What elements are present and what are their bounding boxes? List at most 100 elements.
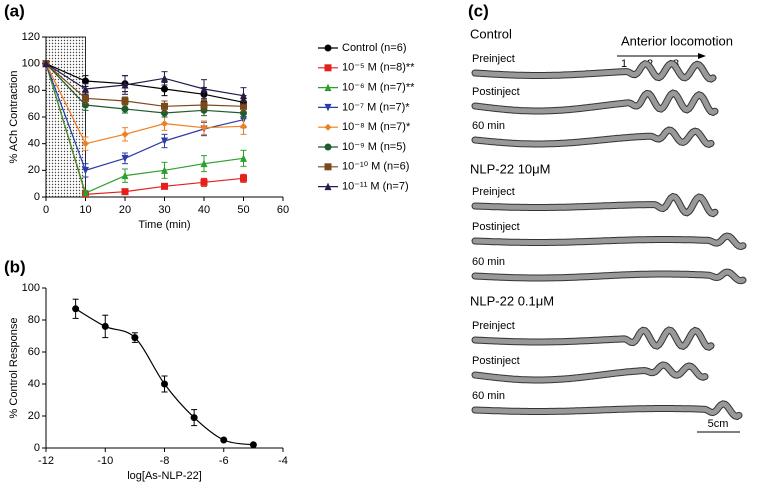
marker: [161, 137, 168, 145]
legend-marker: [324, 163, 332, 171]
arrow-head: [698, 53, 706, 59]
marker: [82, 85, 89, 93]
legend-label: 10⁻¹¹ M (n=7): [342, 181, 409, 193]
marker: [161, 166, 168, 174]
marker: [200, 101, 208, 109]
row-label: Preinject: [472, 53, 515, 65]
legend-label: 10⁻⁸ M (n=7)*: [342, 121, 411, 133]
row-label: 60 min: [472, 120, 505, 132]
marker-number: 1: [621, 58, 627, 70]
worm-body: [472, 90, 718, 116]
worm-body: [472, 362, 708, 383]
x-axis-label: log[As-NLP-22]: [127, 470, 202, 482]
series-line: [45, 63, 244, 114]
y-tick-label: 0: [34, 442, 40, 454]
marker: [82, 189, 89, 197]
y-tick-label: 20: [28, 164, 40, 176]
legend-marker: [324, 103, 332, 112]
y-axis-label: % Control Response: [8, 318, 20, 419]
marker: [72, 305, 80, 313]
legend-label: 10⁻⁶ M (n=7)**: [342, 82, 415, 94]
marker: [161, 120, 168, 128]
marker: [121, 97, 129, 105]
row-label: Postinject: [472, 221, 520, 233]
legend-marker: [324, 143, 332, 151]
marker: [200, 124, 208, 132]
legend-marker: [324, 83, 332, 92]
marker: [82, 166, 89, 175]
legend-marker: [324, 182, 332, 191]
series-line: [45, 63, 244, 145]
x-tick-label: 50: [237, 204, 249, 216]
x-tick-label: -10: [97, 455, 113, 467]
x-tick-label: 0: [43, 204, 49, 216]
y-tick-label: 60: [28, 111, 40, 123]
worm-body: [472, 269, 746, 284]
x-tick-label: -12: [38, 455, 54, 467]
marker: [249, 441, 257, 449]
marker: [82, 140, 89, 148]
marker: [161, 85, 168, 93]
legend-marker: [324, 64, 332, 72]
row-label: Postinject: [472, 86, 520, 98]
marker: [121, 105, 129, 113]
y-tick-label: 100: [22, 282, 40, 294]
series-line: [45, 63, 244, 107]
marker: [200, 159, 208, 168]
marker: [240, 102, 247, 110]
panel-label: (b): [4, 257, 26, 276]
legend-marker: [324, 44, 332, 52]
marker: [200, 85, 208, 93]
series-line: [45, 63, 244, 97]
legend-label: 10⁻⁷ M (n=7)*: [342, 101, 410, 113]
marker: [240, 174, 247, 182]
arrow-label: Anterior locomotion: [621, 33, 733, 48]
legend-marker: [324, 123, 332, 131]
y-tick-label: 40: [28, 138, 40, 150]
x-tick-label: -6: [219, 455, 229, 467]
x-tick-label: 10: [79, 204, 91, 216]
panel-label: (a): [4, 1, 25, 20]
marker: [82, 94, 89, 102]
y-tick-label: 20: [28, 410, 40, 422]
marker: [121, 154, 129, 163]
scale-label: 5cm: [708, 418, 729, 430]
legend-label: Control (n=6): [342, 42, 407, 54]
legend-label: 10⁻⁵ M (n=8)**: [342, 62, 415, 74]
worm-body: [472, 233, 746, 250]
group-title: NLP-22 10μM: [470, 161, 550, 176]
legend-label: 10⁻¹⁰ M (n=6): [342, 161, 409, 173]
y-tick-label: 40: [28, 378, 40, 390]
panel-label: (c): [468, 1, 489, 20]
row-label: 60 min: [472, 256, 505, 268]
x-tick-label: -4: [278, 455, 288, 467]
x-tick-label: -8: [160, 455, 170, 467]
row-label: Preinject: [472, 320, 515, 332]
y-tick-label: 120: [22, 31, 40, 43]
row-label: 60 min: [472, 390, 505, 402]
marker: [190, 414, 198, 422]
marker: [161, 102, 168, 110]
legend-label: 10⁻⁹ M (n=5): [342, 141, 406, 153]
row-label: Postinject: [472, 355, 520, 367]
marker: [121, 171, 129, 180]
marker: [42, 59, 50, 68]
worm-body: [472, 193, 718, 217]
x-tick-label: 40: [198, 204, 210, 216]
marker: [121, 81, 129, 89]
marker: [240, 91, 247, 100]
y-tick-label: 60: [28, 346, 40, 358]
y-axis-label: % ACh Contraction: [8, 71, 20, 164]
worm-body: [472, 60, 716, 82]
y-tick-label: 80: [28, 314, 40, 326]
worm-body: [472, 127, 714, 147]
marker: [82, 77, 89, 85]
marker: [121, 130, 129, 138]
marker: [240, 122, 247, 130]
y-tick-label: 100: [22, 58, 40, 70]
series-line: [45, 63, 244, 103]
marker: [121, 188, 129, 196]
x-tick-label: 60: [277, 204, 289, 216]
worm-body: [472, 327, 714, 350]
